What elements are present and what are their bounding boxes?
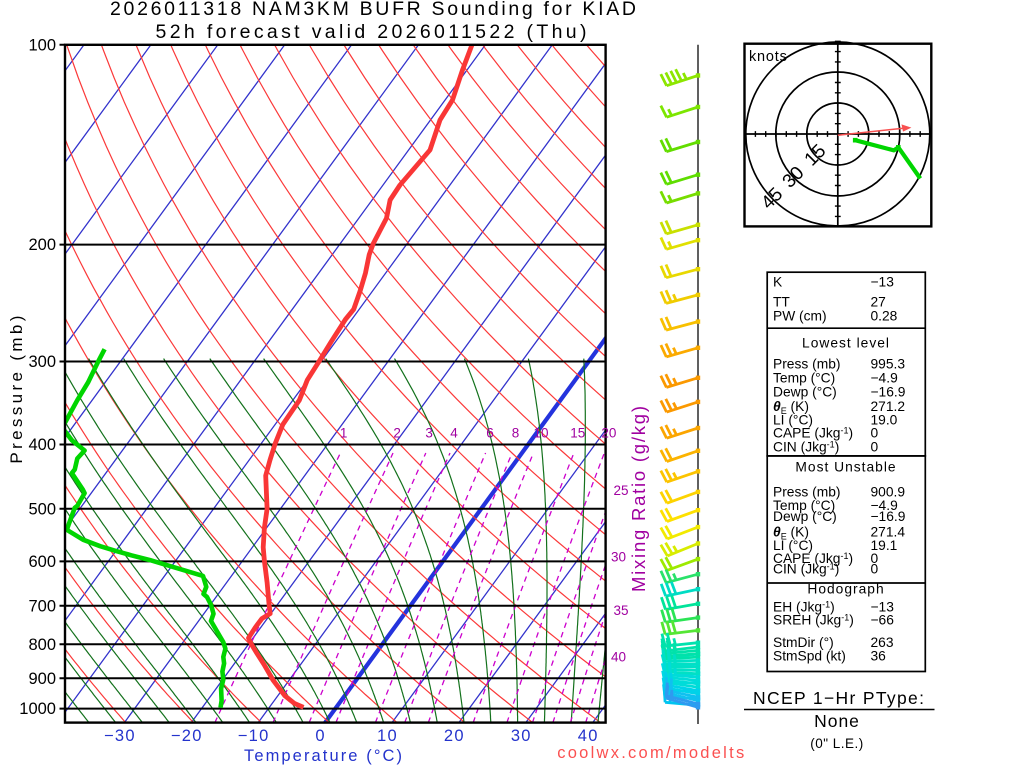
svg-text:knots: knots <box>749 49 788 65</box>
svg-text:StmSpd (kt): StmSpd (kt) <box>773 649 846 664</box>
svg-text:19.1: 19.1 <box>871 538 898 553</box>
svg-text:coolwx.com/modelts: coolwx.com/modelts <box>557 744 744 762</box>
svg-text:PW (cm): PW (cm) <box>773 309 827 324</box>
svg-text:Mixing Ratio (g/kg): Mixing Ratio (g/kg) <box>628 406 649 592</box>
svg-text:−4.9: −4.9 <box>871 371 899 386</box>
svg-text:700: 700 <box>28 597 56 615</box>
svg-text:SREH (Jkg-1): SREH (Jkg-1) <box>773 613 854 628</box>
svg-text:500: 500 <box>28 500 56 518</box>
svg-text:θE (K): θE (K) <box>773 525 809 542</box>
svg-text:10: 10 <box>377 727 398 745</box>
svg-text:EH (Jkg-1): EH (Jkg-1) <box>773 600 835 615</box>
svg-text:20: 20 <box>444 727 465 745</box>
svg-text:−13: −13 <box>871 275 895 290</box>
svg-text:StmDir (°): StmDir (°) <box>773 635 834 650</box>
svg-text:LI (°C): LI (°C) <box>773 413 813 428</box>
svg-text:30: 30 <box>611 550 626 565</box>
svg-text:TT: TT <box>773 295 790 310</box>
svg-text:Press (mb): Press (mb) <box>773 485 840 500</box>
svg-text:200: 200 <box>28 236 56 254</box>
svg-text:−4.9: −4.9 <box>871 498 899 513</box>
svg-text:θE (K): θE (K) <box>773 399 809 416</box>
svg-text:19.0: 19.0 <box>871 413 898 428</box>
svg-text:40: 40 <box>611 650 626 665</box>
svg-text:400: 400 <box>28 436 56 454</box>
svg-text:−30: −30 <box>104 727 136 745</box>
svg-text:−20: −20 <box>171 727 203 745</box>
svg-text:15: 15 <box>570 426 585 441</box>
svg-text:CAPE (Jkg-1): CAPE (Jkg-1) <box>773 426 853 441</box>
svg-text:8: 8 <box>512 426 520 441</box>
svg-text:−16.9: −16.9 <box>871 385 906 400</box>
svg-text:0: 0 <box>871 551 879 566</box>
svg-text:30: 30 <box>511 727 532 745</box>
svg-text:0: 0 <box>871 426 879 441</box>
svg-text:0: 0 <box>871 562 879 577</box>
svg-text:K: K <box>773 275 783 290</box>
svg-text:20: 20 <box>601 426 616 441</box>
svg-text:−13: −13 <box>871 600 895 615</box>
svg-text:263: 263 <box>871 635 894 650</box>
svg-text:800: 800 <box>28 636 56 654</box>
svg-text:300: 300 <box>28 353 56 371</box>
svg-text:LI (°C): LI (°C) <box>773 538 813 553</box>
svg-text:40: 40 <box>578 727 599 745</box>
svg-text:1000: 1000 <box>19 700 56 718</box>
svg-text:995.3: 995.3 <box>871 356 906 371</box>
svg-text:Dewp (°C): Dewp (°C) <box>773 385 837 400</box>
svg-text:Press (mb): Press (mb) <box>773 356 840 371</box>
svg-text:−16.9: −16.9 <box>871 509 906 524</box>
svg-text:900: 900 <box>28 670 56 688</box>
svg-text:−66: −66 <box>871 613 895 628</box>
svg-text:CAPE (Jkg-1): CAPE (Jkg-1) <box>773 551 853 566</box>
svg-text:6: 6 <box>486 426 494 441</box>
svg-text:CIN (Jkg-1): CIN (Jkg-1) <box>773 439 839 454</box>
svg-text:100: 100 <box>28 36 56 54</box>
svg-text:1: 1 <box>340 426 348 441</box>
svg-text:900.9: 900.9 <box>871 485 906 500</box>
svg-text:271.4: 271.4 <box>871 525 906 540</box>
svg-text:Dewp (°C): Dewp (°C) <box>773 509 837 524</box>
svg-text:4: 4 <box>450 426 458 441</box>
svg-text:NCEP 1−Hr PType:: NCEP 1−Hr PType: <box>753 688 924 708</box>
svg-text:600: 600 <box>28 553 56 571</box>
svg-text:36: 36 <box>871 649 887 664</box>
svg-text:35: 35 <box>613 603 628 618</box>
svg-text:Temp (°C): Temp (°C) <box>773 371 835 386</box>
svg-text:271.2: 271.2 <box>871 399 906 414</box>
svg-text:0: 0 <box>315 727 325 745</box>
svg-text:Lowest level: Lowest level <box>802 335 890 350</box>
svg-text:(0" L.E.): (0" L.E.) <box>810 736 864 751</box>
svg-text:25: 25 <box>613 483 628 498</box>
svg-text:52h forecast valid 2026011522: 52h forecast valid 2026011522 (Thu) <box>156 21 587 43</box>
svg-text:10: 10 <box>533 426 548 441</box>
svg-text:0: 0 <box>871 439 879 454</box>
svg-text:0.28: 0.28 <box>871 309 898 324</box>
svg-text:Temperature (°C): Temperature (°C) <box>244 747 402 765</box>
svg-text:−10: −10 <box>238 727 270 745</box>
svg-text:3: 3 <box>425 426 433 441</box>
svg-text:27: 27 <box>871 295 886 310</box>
svg-text:Hodograph: Hodograph <box>807 582 884 597</box>
svg-text:None: None <box>814 711 860 731</box>
svg-text:2: 2 <box>393 426 401 441</box>
svg-text:CIN (Jkg-1): CIN (Jkg-1) <box>773 562 839 577</box>
svg-text:Temp (°C): Temp (°C) <box>773 498 835 513</box>
svg-text:Most Unstable: Most Unstable <box>795 460 896 475</box>
svg-text:Pressure (mb): Pressure (mb) <box>7 316 26 464</box>
